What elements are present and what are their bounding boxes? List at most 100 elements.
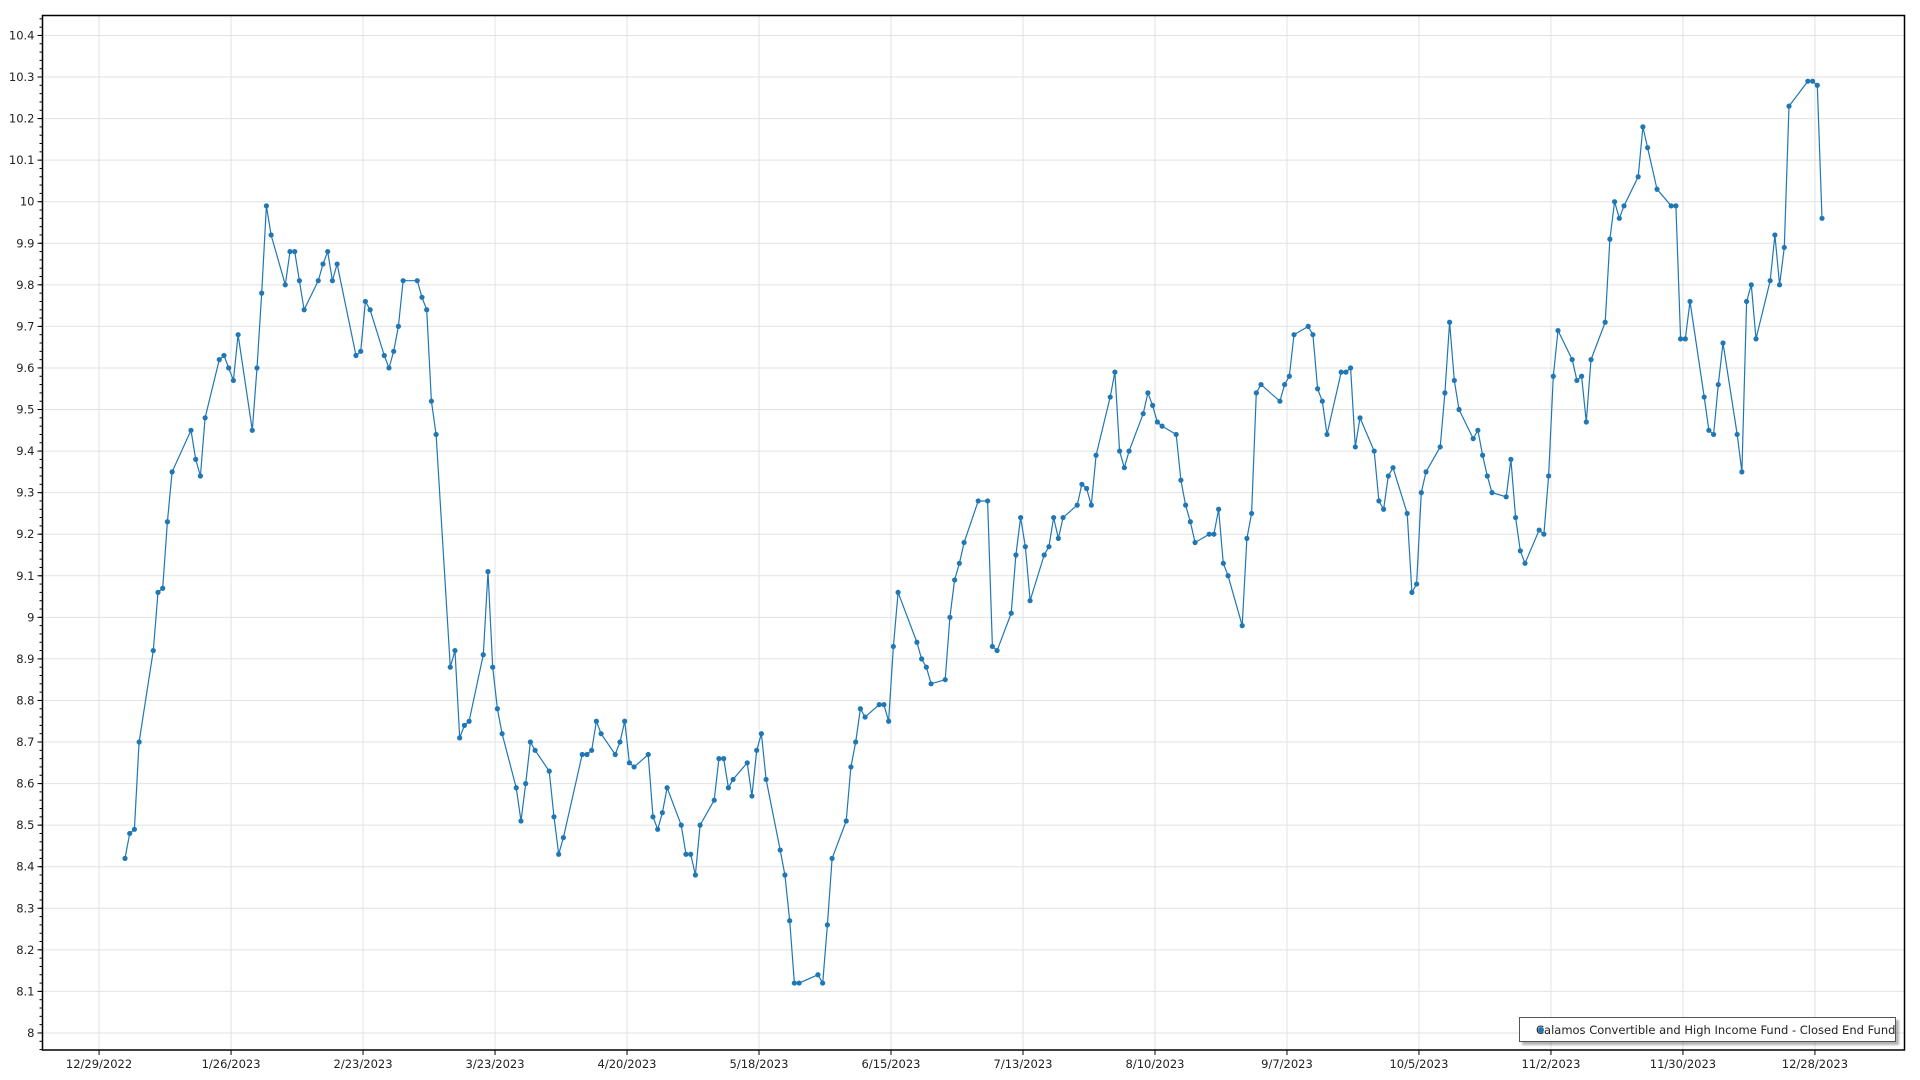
data-point [1051, 514, 1057, 521]
data-point [1107, 394, 1113, 400]
data-point [890, 643, 896, 650]
data-point [1291, 332, 1297, 338]
data-point [268, 232, 274, 238]
data-point [1055, 535, 1061, 541]
data-point [1470, 436, 1476, 442]
data-point [155, 589, 161, 595]
data-point [820, 980, 826, 986]
data-point [985, 498, 991, 504]
data-point [325, 248, 331, 255]
data-point [678, 822, 684, 828]
y-tick-label: 9.5 [16, 403, 34, 417]
data-point [886, 718, 892, 724]
data-point [612, 751, 618, 758]
y-tick-label: 10.4 [9, 28, 35, 42]
data-point [659, 810, 665, 816]
data-point [1385, 473, 1391, 479]
data-point [216, 357, 222, 363]
data-point [1074, 502, 1080, 508]
data-point [447, 664, 453, 670]
data-point [1093, 452, 1099, 458]
data-point [1451, 377, 1457, 384]
x-tick-label: 2/23/2023 [334, 1057, 393, 1071]
data-point [744, 760, 750, 766]
data-point [754, 747, 760, 753]
data-point [1776, 282, 1783, 288]
data-point [1668, 203, 1674, 209]
data-point [249, 427, 255, 433]
data-point [655, 826, 661, 832]
gridlines [42, 15, 1905, 1050]
data-point [579, 751, 585, 758]
data-point [164, 519, 171, 525]
data-point [1541, 531, 1547, 537]
data-point [226, 365, 232, 371]
data-point [1376, 498, 1382, 504]
y-tick-label: 8.5 [16, 818, 34, 832]
data-point [527, 739, 533, 745]
data-point [1088, 502, 1094, 508]
data-point [1743, 298, 1750, 305]
data-point [188, 427, 194, 433]
data-point [721, 756, 727, 762]
data-point [598, 731, 604, 737]
x-tick-label: 9/7/2023 [1261, 1057, 1313, 1071]
data-point [1390, 465, 1396, 471]
data-point [589, 747, 595, 753]
data-point [320, 261, 326, 267]
data-point [400, 278, 406, 284]
data-point [1239, 623, 1245, 629]
data-point [1013, 552, 1019, 558]
data-point [1022, 544, 1028, 550]
data-point [1117, 448, 1123, 454]
data-point [1753, 336, 1759, 342]
data-point [1249, 510, 1255, 517]
data-point [1508, 456, 1514, 462]
data-point [466, 718, 472, 724]
data-point [1772, 232, 1778, 238]
data-point [622, 718, 628, 724]
data-point [1786, 103, 1792, 109]
data-point [424, 307, 430, 313]
data-point [1503, 494, 1509, 500]
y-tick-label: 8.4 [16, 860, 34, 874]
data-point [692, 872, 698, 878]
data-point [1621, 203, 1627, 209]
data-point [857, 706, 863, 712]
data-point [513, 785, 519, 791]
data-point [1041, 552, 1047, 558]
data-point [353, 352, 359, 359]
data-point [169, 469, 175, 475]
y-tick-label: 8.8 [16, 693, 34, 707]
data-point [160, 585, 166, 591]
data-point [1536, 527, 1542, 533]
y-tick-label: 9.2 [16, 527, 34, 541]
data-point [221, 352, 227, 359]
data-point [942, 677, 948, 683]
data-point [282, 282, 288, 288]
data-point [315, 278, 321, 284]
data-point [584, 751, 590, 758]
data-point [1583, 419, 1589, 425]
data-point [1324, 431, 1330, 438]
data-point [1781, 244, 1787, 251]
x-tick-label: 11/30/2023 [1650, 1057, 1716, 1071]
data-point [1084, 485, 1090, 492]
y-tick-label: 9 [27, 610, 34, 624]
data-point [1404, 510, 1410, 517]
data-point [1338, 369, 1344, 375]
data-point [782, 872, 788, 878]
y-tick-label: 9.8 [16, 278, 34, 292]
data-point [975, 498, 981, 504]
x-tick-label: 8/10/2023 [1126, 1057, 1185, 1071]
x-tick-label: 7/13/2023 [994, 1057, 1053, 1071]
y-tick-label: 9.7 [16, 319, 34, 333]
data-point [1211, 531, 1217, 537]
x-tick-label: 11/2/2023 [1521, 1057, 1580, 1071]
data-point [1121, 465, 1127, 471]
data-point [777, 847, 783, 853]
data-point [711, 797, 717, 803]
data-point [560, 835, 566, 841]
y-tick-label: 10.3 [9, 70, 35, 84]
